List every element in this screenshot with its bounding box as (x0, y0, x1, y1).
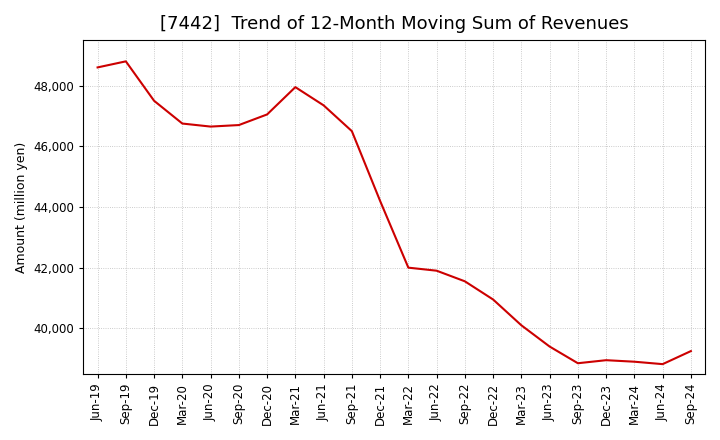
Y-axis label: Amount (million yen): Amount (million yen) (15, 141, 28, 273)
Title: [7442]  Trend of 12-Month Moving Sum of Revenues: [7442] Trend of 12-Month Moving Sum of R… (160, 15, 629, 33)
